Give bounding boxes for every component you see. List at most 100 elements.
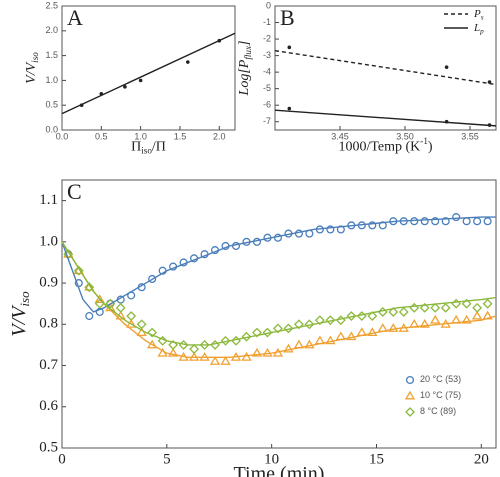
label-part: ] xyxy=(237,41,252,47)
y-tick-label: -2 xyxy=(263,33,271,43)
label-script: -1 xyxy=(420,136,428,146)
y-tick-label: -6 xyxy=(263,100,271,110)
panel-letter: C xyxy=(67,179,82,204)
data-point xyxy=(84,282,95,293)
data-point xyxy=(168,340,179,350)
y-tick-label: 1.0 xyxy=(39,233,58,249)
data-point xyxy=(473,217,482,226)
data-point xyxy=(462,217,471,226)
data-point xyxy=(388,323,399,332)
label-script: iso xyxy=(141,146,152,156)
data-point xyxy=(85,312,94,321)
y-tick-label: 2.0 xyxy=(45,25,58,35)
x-tick-label: 3.50 xyxy=(396,132,414,142)
data-point xyxy=(94,294,105,304)
legend-label: 20 °C (53) xyxy=(420,374,461,384)
data-line xyxy=(61,216,496,313)
data-point xyxy=(220,356,231,365)
panel-letter: B xyxy=(280,5,295,30)
data-point xyxy=(136,319,147,330)
data-point xyxy=(287,45,292,50)
data-point xyxy=(431,217,440,226)
data-point xyxy=(461,298,472,309)
plot-frame xyxy=(61,179,497,449)
label-part: 20 °C (53) xyxy=(420,374,461,384)
label-part: 8 °C (89) xyxy=(420,406,456,416)
data-point xyxy=(420,217,429,226)
data-point xyxy=(273,323,283,334)
data-line xyxy=(61,32,236,115)
x-tick-label: 1.0 xyxy=(134,132,147,142)
data-point xyxy=(283,343,294,353)
legend-marker xyxy=(404,390,416,400)
label-script: flux xyxy=(243,46,253,60)
data-point xyxy=(367,311,378,321)
data-point xyxy=(293,319,304,330)
data-point xyxy=(487,80,492,84)
label-script: p xyxy=(479,27,484,35)
legend-label: 10 °C (75) xyxy=(420,390,461,400)
data-point xyxy=(472,302,483,313)
label-part: P xyxy=(473,8,481,20)
data-point xyxy=(126,311,137,321)
y-tick-label: 1.0 xyxy=(45,75,58,85)
y-axis-label: Log[Pflux] xyxy=(237,41,253,97)
y-tick-label: 0.9 xyxy=(39,275,58,291)
data-point xyxy=(336,225,345,234)
x-tick-label: 0 xyxy=(58,451,66,467)
y-tick-label: -3 xyxy=(263,50,271,60)
data-point xyxy=(241,352,252,361)
data-point xyxy=(304,339,315,349)
data-point xyxy=(123,85,127,89)
y-tick-label: -4 xyxy=(263,67,271,77)
y-tick-label: 1.5 xyxy=(45,50,58,60)
data-point xyxy=(167,347,179,357)
x-tick-label: 0.0 xyxy=(56,132,69,142)
data-point xyxy=(251,347,263,357)
x-tick-label: 3.45 xyxy=(331,132,349,142)
data-line xyxy=(61,241,497,358)
y-axis-label: V/Viso xyxy=(24,52,40,84)
label-part: V/V xyxy=(24,61,39,83)
x-axis-label: Πiso/Π xyxy=(131,140,166,156)
data-point xyxy=(304,319,315,330)
data-line xyxy=(274,109,497,127)
data-point xyxy=(147,327,158,338)
data-point xyxy=(367,327,378,337)
data-point xyxy=(378,221,387,230)
data-point xyxy=(209,356,221,365)
data-point xyxy=(73,265,84,276)
data-point xyxy=(410,217,419,226)
plot-frame xyxy=(61,5,236,131)
data-point xyxy=(398,307,409,317)
data-point xyxy=(441,217,450,226)
label-part: Π xyxy=(131,140,141,155)
data-line xyxy=(61,241,497,346)
data-point xyxy=(430,302,441,313)
label-part: V/V xyxy=(8,304,30,337)
data-point xyxy=(440,302,451,313)
label-script: s xyxy=(481,13,484,21)
y-tick-label: 0.8 xyxy=(39,316,58,332)
legend-label: Ps xyxy=(473,8,484,21)
data-point xyxy=(451,298,462,309)
data-point xyxy=(189,344,200,354)
y-tick-label: -1 xyxy=(263,17,271,27)
label-part: Log[P xyxy=(237,59,252,96)
data-point xyxy=(346,311,357,321)
data-point xyxy=(186,60,190,64)
data-line xyxy=(274,49,497,86)
data-point xyxy=(252,327,262,338)
y-tick-label: 0.0 xyxy=(45,124,58,134)
data-point xyxy=(138,78,143,83)
x-tick-label: 10 xyxy=(264,451,279,467)
data-point xyxy=(262,327,273,338)
data-point xyxy=(199,340,210,350)
data-point xyxy=(409,302,420,313)
y-tick-label: -5 xyxy=(263,83,271,93)
data-point xyxy=(444,65,449,69)
data-point xyxy=(430,314,441,324)
x-tick-label: 0.5 xyxy=(95,132,108,142)
data-point xyxy=(314,315,325,326)
